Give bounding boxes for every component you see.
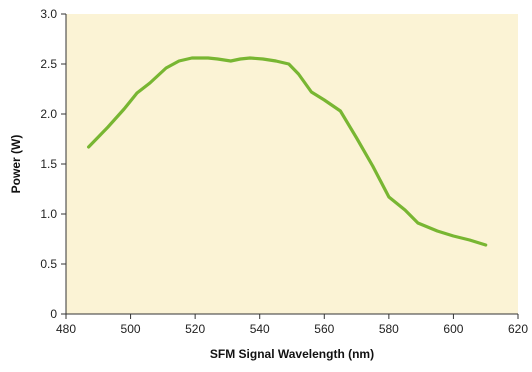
y-tick-label: 1.0 [40,207,57,221]
y-tick-label: 0.5 [40,257,57,271]
x-tick-label: 620 [508,322,528,336]
x-axis-title: SFM Signal Wavelength (nm) [210,347,374,361]
x-tick-label: 500 [121,322,141,336]
series-line [86,56,488,247]
x-tick-label: 580 [379,322,399,336]
plot-area [66,14,518,314]
x-tick-label: 600 [443,322,463,336]
y-tick-label: 1.5 [40,157,57,171]
y-tick-labels: 0 0.5 1.0 1.5 2.0 2.5 3.0 [40,7,57,321]
tick-marks [61,13,519,319]
x-tick-labels: 480 500 520 540 560 580 600 620 [56,322,528,336]
series-group [86,56,488,247]
x-tick-label: 540 [250,322,270,336]
y-tick-label: 3.0 [40,7,57,21]
x-tick-label: 560 [314,322,334,336]
y-tick-label: 0 [50,307,57,321]
y-tick-label: 2.5 [40,57,57,71]
y-tick-label: 2.0 [40,107,57,121]
x-tick-label: 520 [185,322,205,336]
x-tick-label: 480 [56,322,76,336]
y-axis-title: Power (W) [9,135,23,194]
